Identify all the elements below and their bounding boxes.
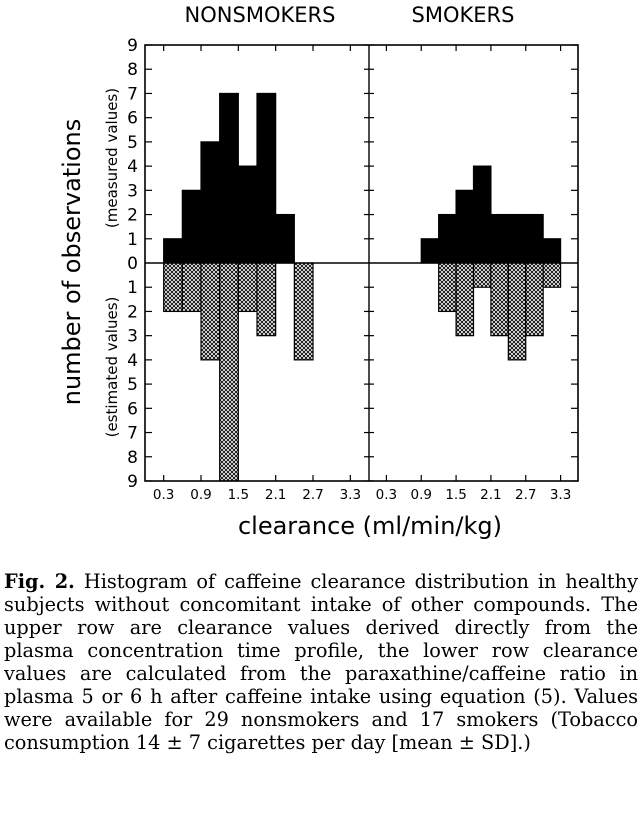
tick-labels: 9 8 7 6 5 4 3 2 1 0 1 2 3 4 5 6 7 8 9 0.3 0.9 1.5 2.1 2.7 3.3 0.3… — [127, 36, 571, 503]
y-tick-label-estimated: 1 — [127, 278, 138, 298]
y-tick-label-measured: 8 — [127, 60, 138, 80]
bar-nonsmokers-estimated — [181, 262, 202, 313]
x-tick-label: 0.3 — [153, 487, 174, 503]
y-axis-label: number of observations — [58, 119, 86, 406]
x-tick-label: 0.9 — [190, 487, 211, 503]
bar-nonsmokers-estimated — [237, 262, 258, 313]
caffeine-clearance-histogram: NONSMOKERS SMOKERS number of observation… — [58, 3, 579, 540]
bar-nonsmokers-measured — [181, 189, 202, 264]
y-axis-sublabel-estimated: (estimated values) — [103, 297, 121, 438]
x-tick-label: 2.1 — [480, 487, 501, 503]
bar-smokers-estimated — [542, 262, 562, 288]
bar-nonsmokers-estimated — [293, 262, 314, 361]
x-tick-label: 0.9 — [411, 487, 432, 503]
figure-caption: Fig. 2. Histogram of caffeine clearance … — [4, 570, 638, 754]
bar-smokers-measured — [542, 238, 562, 264]
y-tick-label-estimated: 4 — [127, 351, 138, 371]
figure-label: Fig. 2. — [4, 570, 75, 593]
y-tick-label-estimated: 6 — [127, 399, 138, 419]
x-tick-label: 0.3 — [376, 487, 397, 503]
y-tick-label-estimated: 8 — [127, 448, 138, 468]
bar-smokers-measured — [525, 213, 544, 264]
bar-smokers-estimated — [525, 262, 544, 337]
bar-nonsmokers-estimated — [200, 262, 221, 361]
y-tick-label-estimated: 7 — [127, 424, 138, 444]
x-tick-label: 3.3 — [340, 487, 361, 503]
x-tick-label: 1.5 — [228, 487, 249, 503]
y-tick-label-measured: 6 — [127, 109, 138, 129]
bar-nonsmokers-estimated — [219, 262, 239, 482]
y-tick-label-measured: 4 — [127, 157, 138, 177]
caption-text: Histogram of caffeine clearance distribu… — [4, 570, 638, 754]
bar-nonsmokers-measured — [163, 238, 183, 264]
x-axis-label: clearance (ml/min/kg) — [238, 512, 502, 540]
bar-smokers-estimated — [455, 262, 475, 337]
y-tick-label-measured: 9 — [127, 36, 138, 56]
bar-nonsmokers-measured — [219, 92, 239, 264]
bar-nonsmokers-estimated — [163, 262, 183, 313]
x-tick-label: 2.7 — [302, 487, 323, 503]
y-tick-label-estimated: 3 — [127, 327, 138, 347]
bar-smokers-measured — [490, 213, 509, 264]
x-tick-label: 2.7 — [515, 487, 536, 503]
y-tick-label-estimated: 9 — [127, 472, 138, 492]
y-tick-label-estimated: 2 — [127, 302, 138, 322]
panel-title-smokers: SMOKERS — [412, 3, 515, 27]
y-axis-sublabel-measured: (measured values) — [103, 88, 121, 228]
panel-title-nonsmokers: NONSMOKERS — [185, 3, 336, 27]
y-tick-label-measured: 1 — [127, 230, 138, 250]
bar-nonsmokers-measured — [237, 165, 258, 264]
bar-smokers-measured — [420, 238, 440, 264]
bar-smokers-estimated — [490, 262, 509, 337]
bar-nonsmokers-measured — [275, 213, 295, 264]
bar-smokers-estimated — [438, 262, 457, 313]
bar-nonsmokers-measured — [200, 141, 221, 264]
y-tick-label-measured: 3 — [127, 181, 138, 201]
x-tick-label: 1.5 — [445, 487, 466, 503]
x-tick-label: 2.1 — [265, 487, 286, 503]
bar-smokers-measured — [507, 213, 527, 264]
bar-smokers-estimated — [507, 262, 527, 361]
bar-nonsmokers-measured — [256, 92, 277, 264]
bar-smokers-measured — [472, 165, 492, 264]
bar-smokers-measured — [455, 189, 475, 264]
y-tick-label-measured: 7 — [127, 84, 138, 104]
y-tick-label-measured: 2 — [127, 206, 138, 226]
bar-smokers-estimated — [472, 262, 492, 288]
y-tick-label-estimated: 5 — [127, 375, 138, 395]
bar-nonsmokers-estimated — [256, 262, 277, 337]
y-tick-label-measured: 0 — [127, 254, 138, 274]
histogram-bars — [163, 92, 562, 482]
x-tick-label: 3.3 — [550, 487, 571, 503]
y-tick-label-measured: 5 — [127, 133, 138, 153]
axis-ticks — [145, 44, 578, 482]
bar-smokers-measured — [438, 213, 457, 264]
